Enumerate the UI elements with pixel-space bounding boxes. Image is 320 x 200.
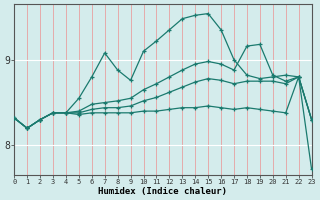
X-axis label: Humidex (Indice chaleur): Humidex (Indice chaleur) (98, 187, 228, 196)
